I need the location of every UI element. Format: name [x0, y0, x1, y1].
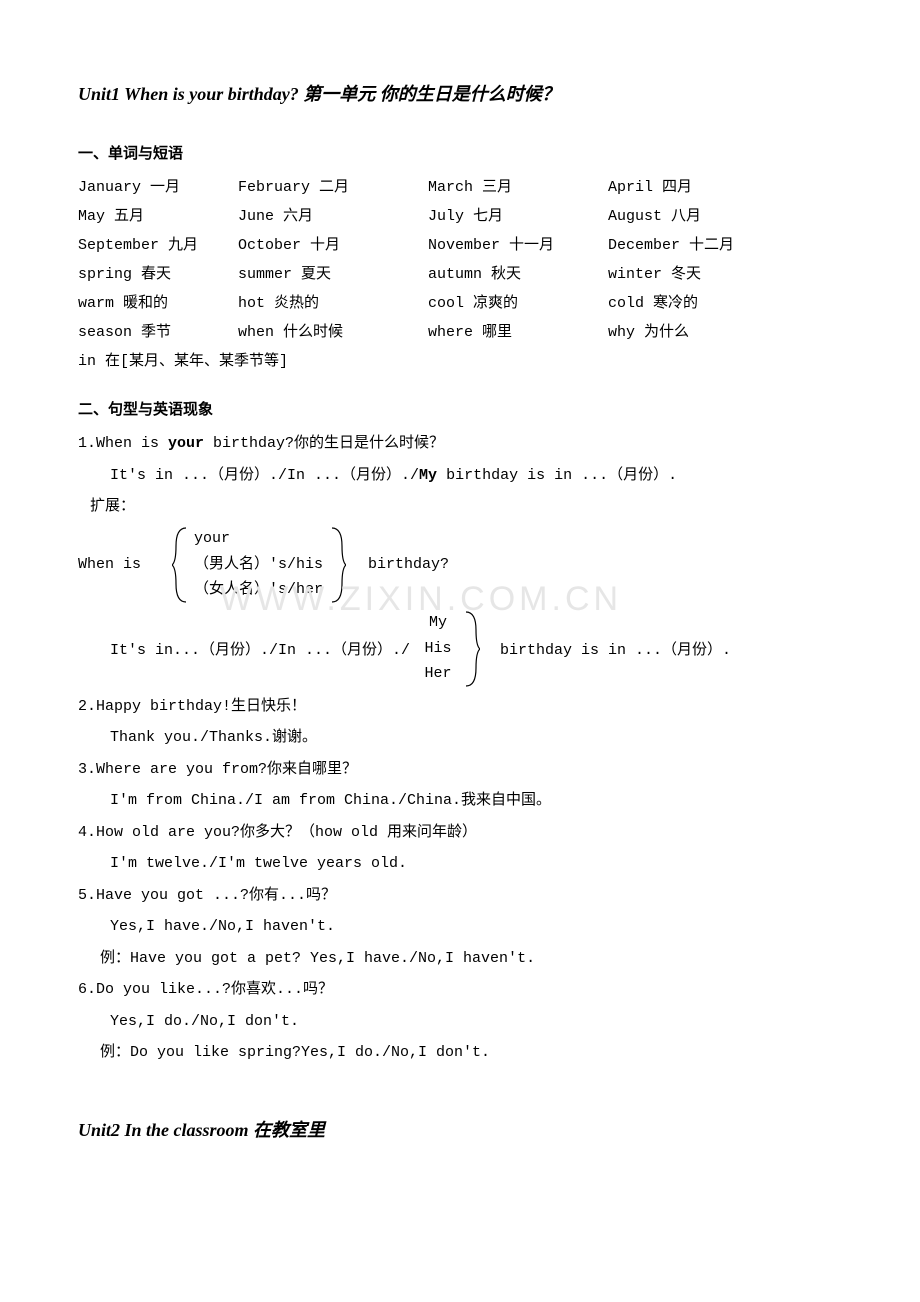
q4-ans: I'm twelve./I'm twelve years old. — [78, 851, 842, 877]
vocab-item: autumn 秋天 — [428, 262, 608, 283]
when-is-structure: When is your （男人名）'s/his （女人名）'s/her bir… — [78, 526, 842, 604]
page-content: Unit1 When is your birthday? 第一单元 你的生日是什… — [0, 0, 920, 1218]
q2-ans: Thank you./Thanks.谢谢。 — [78, 725, 842, 751]
q5: 5.Have you got ...?你有...吗？ — [78, 883, 842, 909]
left-brace-icon — [172, 526, 190, 604]
unit1-title: Unit1 When is your birthday? 第一单元 你的生日是什… — [78, 80, 842, 106]
vocab-item: November 十一月 — [428, 233, 608, 254]
vocab-item: July 七月 — [428, 204, 608, 225]
q3: 3.Where are you from?你来自哪里？ — [78, 757, 842, 783]
brace1-options: your （男人名）'s/his （女人名）'s/her — [194, 526, 324, 603]
right-brace-icon — [462, 610, 480, 688]
q1-ans-b: birthday is in ...（月份）. — [437, 467, 677, 484]
q2: 2.Happy birthday!生日快乐！ — [78, 694, 842, 720]
vocab-item: hot 炎热的 — [238, 291, 428, 312]
vocab-item: January 一月 — [78, 175, 238, 196]
birthday-q: birthday? — [368, 556, 449, 573]
vocab-item: February 二月 — [238, 175, 428, 196]
brace2-opt: His — [418, 636, 458, 662]
brace2-options: My His Her — [418, 610, 458, 687]
q6: 6.Do you like...?你喜欢...吗？ — [78, 977, 842, 1003]
vocab-item: warm 暖和的 — [78, 291, 238, 312]
vocab-item: season 季节 — [78, 320, 238, 341]
q3-ans: I'm from China./I am from China./China.我… — [78, 788, 842, 814]
q5-example: 例：Have you got a pet? Yes,I have./No,I h… — [78, 946, 842, 972]
vocab-item: where 哪里 — [428, 320, 608, 341]
vocab-item: April 四月 — [608, 175, 778, 196]
vocab-item: spring 春天 — [78, 262, 238, 283]
q1-ans: It's in ...（月份）./In ...（月份）./My birthday… — [78, 463, 842, 489]
brace1-opt: （男人名）'s/his — [194, 552, 324, 578]
vocab-grid: January 一月 February 二月 March 三月 April 四月… — [78, 175, 842, 370]
unit2-title: Unit2 In the classroom 在教室里 — [78, 1116, 842, 1142]
brace2-opt: Her — [418, 661, 458, 687]
brace1-opt: （女人名）'s/her — [194, 577, 324, 603]
vocab-item: winter 冬天 — [608, 262, 778, 283]
vocab-item: August 八月 — [608, 204, 778, 225]
birthday-a: birthday is in ...（月份）. — [500, 638, 731, 659]
vocab-item: October 十月 — [238, 233, 428, 254]
vocab-item: March 三月 — [428, 175, 608, 196]
vocab-item: in 在[某月、某年、某季节等] — [78, 349, 778, 370]
q1-ans-my: My — [419, 467, 437, 484]
its-in-label: It's in...（月份）./In ...（月份）./ — [110, 638, 410, 659]
q1-your: your — [168, 435, 204, 452]
section2-title: 二、句型与英语现象 — [78, 398, 842, 419]
q6-example: 例：Do you like spring?Yes,I do./No,I don'… — [78, 1040, 842, 1066]
section1-title: 一、单词与短语 — [78, 142, 842, 163]
brace2-opt: My — [418, 610, 458, 636]
q1: 1.When is your birthday?你的生日是什么时候？ — [78, 431, 842, 457]
answer-structure: It's in...（月份）./In ...（月份）./ My His Her … — [78, 610, 842, 688]
vocab-item: why 为什么 — [608, 320, 778, 341]
vocab-item: December 十二月 — [608, 233, 778, 254]
right-brace-icon — [328, 526, 346, 604]
vocab-item: summer 夏天 — [238, 262, 428, 283]
expand-label: 扩展： — [78, 494, 842, 520]
vocab-item: May 五月 — [78, 204, 238, 225]
vocab-item: September 九月 — [78, 233, 238, 254]
q1-a: 1.When is — [78, 435, 168, 452]
when-is-label: When is — [78, 556, 168, 573]
vocab-item: cool 凉爽的 — [428, 291, 608, 312]
q5-ans: Yes,I have./No,I haven't. — [78, 914, 842, 940]
brace1-opt: your — [194, 526, 324, 552]
q1-b: birthday?你的生日是什么时候？ — [204, 435, 444, 452]
q6-ans: Yes,I do./No,I don't. — [78, 1009, 842, 1035]
q4: 4.How old are you?你多大？（how old 用来问年龄） — [78, 820, 842, 846]
vocab-item: June 六月 — [238, 204, 428, 225]
vocab-item: cold 寒冷的 — [608, 291, 778, 312]
q1-ans-a: It's in ...（月份）./In ...（月份）./ — [110, 467, 419, 484]
vocab-item: when 什么时候 — [238, 320, 428, 341]
